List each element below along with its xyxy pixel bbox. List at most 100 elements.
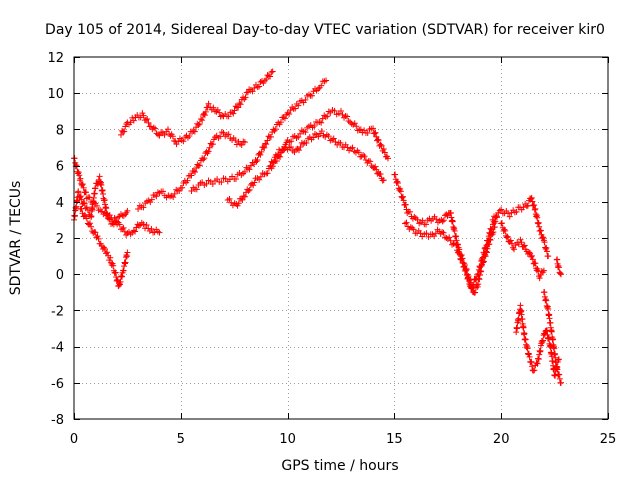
data-point — [319, 115, 326, 122]
data-point — [440, 229, 447, 236]
data-point — [367, 158, 374, 165]
data-point — [77, 175, 84, 182]
data-point — [397, 188, 404, 195]
data-point — [196, 162, 203, 169]
data-point — [517, 302, 524, 309]
data-point — [191, 128, 198, 135]
data-point — [292, 105, 299, 112]
data-point — [315, 133, 322, 140]
data-point — [475, 271, 482, 278]
data-point — [404, 223, 411, 230]
data-point — [536, 275, 543, 282]
data-point — [93, 202, 100, 209]
data-point — [410, 226, 417, 233]
data-point — [479, 254, 486, 261]
data-point — [201, 112, 208, 119]
y-tick-label: -8 — [51, 413, 64, 428]
data-point — [526, 353, 533, 360]
data-point — [297, 143, 304, 150]
data-point — [528, 194, 535, 201]
data-point — [196, 120, 203, 127]
data-point — [75, 188, 82, 195]
data-point — [353, 123, 360, 130]
data-point — [530, 367, 537, 374]
data-point — [230, 110, 237, 117]
data-point — [160, 188, 166, 195]
data-point — [263, 76, 270, 83]
data-point — [190, 128, 197, 135]
data-point — [360, 152, 367, 159]
chart-title: Day 105 of 2014, Sidereal Day-to-day VTE… — [45, 22, 605, 38]
data-point — [302, 96, 309, 103]
data-point — [184, 177, 191, 184]
data-point — [380, 177, 387, 184]
data-point — [456, 250, 463, 257]
data-point — [507, 237, 514, 244]
data-point — [94, 233, 101, 240]
data-point — [132, 228, 139, 235]
data-point — [555, 356, 562, 363]
data-point — [98, 182, 105, 189]
y-axis-title: SDTVAR / TECUs — [8, 181, 24, 296]
data-point — [399, 194, 406, 201]
data-point — [281, 115, 288, 122]
data-point — [505, 210, 512, 217]
data-point — [297, 130, 304, 137]
data-point — [135, 206, 142, 213]
data-point — [351, 120, 358, 127]
data-point — [169, 133, 176, 140]
data-point — [532, 260, 539, 267]
data-point — [201, 155, 208, 162]
data-point — [83, 204, 90, 211]
data-point — [479, 257, 486, 264]
data-point — [318, 119, 325, 126]
data-point — [524, 345, 531, 352]
data-point — [76, 172, 83, 179]
data-point — [311, 123, 318, 130]
data-point — [453, 242, 460, 249]
data-point — [496, 207, 503, 214]
data-point — [79, 181, 86, 188]
data-point — [506, 213, 513, 220]
data-point — [493, 214, 500, 221]
data-point — [116, 221, 123, 228]
data-point — [216, 109, 223, 116]
data-point — [440, 217, 447, 224]
data-point — [250, 182, 257, 189]
data-point — [465, 275, 472, 282]
data-point — [558, 379, 565, 386]
data-point — [258, 148, 265, 155]
data-point — [399, 193, 406, 200]
data-point — [195, 162, 202, 169]
data-point — [107, 254, 114, 261]
data-point — [483, 242, 490, 249]
data-point — [443, 235, 450, 242]
data-point — [200, 156, 207, 163]
y-tick-label: -4 — [51, 341, 64, 356]
data-point — [256, 83, 263, 90]
data-point — [357, 126, 364, 133]
data-point — [122, 259, 129, 266]
data-point — [518, 239, 525, 246]
data-point — [121, 128, 128, 135]
data-point — [253, 158, 260, 165]
data-point — [356, 126, 363, 133]
data-point — [209, 141, 216, 148]
data-point — [511, 246, 518, 253]
data-point — [491, 213, 498, 220]
data-point — [150, 124, 157, 131]
data-point — [331, 107, 338, 114]
data-point — [465, 274, 472, 281]
data-point — [242, 94, 249, 101]
data-point — [513, 208, 520, 215]
data-point — [411, 213, 418, 220]
data-point — [241, 139, 248, 146]
data-point — [83, 195, 90, 202]
data-point — [81, 200, 88, 207]
data-point — [525, 350, 532, 357]
y-tick-label: 6 — [56, 160, 64, 175]
data-point — [344, 113, 351, 120]
data-point — [381, 149, 388, 156]
data-points — [71, 68, 565, 386]
data-point — [219, 112, 226, 119]
